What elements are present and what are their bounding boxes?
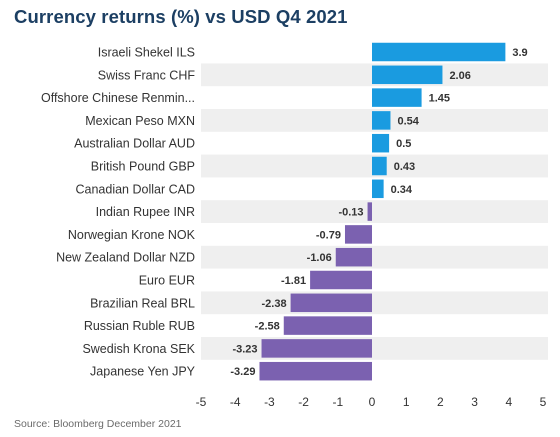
row-band bbox=[201, 291, 548, 315]
x-tick-label: 1 bbox=[403, 395, 410, 409]
bar bbox=[372, 156, 387, 176]
bar bbox=[372, 88, 422, 107]
x-tick-label: 0 bbox=[369, 395, 376, 409]
bar bbox=[290, 293, 372, 313]
data-label: -0.13 bbox=[338, 207, 363, 219]
category-label: Swedish Krona SEK bbox=[82, 342, 195, 356]
x-tick-label: -4 bbox=[230, 395, 241, 409]
row-band bbox=[201, 245, 548, 269]
x-tick-label: 3 bbox=[471, 395, 478, 409]
data-label: -1.06 bbox=[307, 252, 332, 264]
data-label: -1.81 bbox=[281, 275, 306, 287]
category-label: Brazilian Real BRL bbox=[90, 296, 195, 310]
bar bbox=[283, 316, 372, 335]
category-label: Offshore Chinese Renmin... bbox=[41, 91, 195, 105]
x-tick-label: -5 bbox=[196, 395, 207, 409]
category-label: Mexican Peso MXN bbox=[85, 114, 195, 128]
bar bbox=[367, 202, 372, 221]
row-band bbox=[201, 200, 548, 223]
data-label: -2.58 bbox=[255, 321, 280, 333]
bar bbox=[344, 225, 372, 244]
category-label: Russian Ruble RUB bbox=[84, 319, 195, 333]
data-label: 0.34 bbox=[391, 184, 413, 196]
bar bbox=[310, 270, 372, 290]
category-label: Israeli Shekel ILS bbox=[98, 46, 195, 60]
x-tick-label: -3 bbox=[264, 395, 275, 409]
data-label: 0.43 bbox=[394, 161, 415, 173]
x-tick-label: -1 bbox=[332, 395, 343, 409]
bar bbox=[372, 133, 390, 153]
category-label: Indian Rupee INR bbox=[96, 205, 195, 219]
data-label: 1.45 bbox=[429, 93, 450, 105]
x-tick-label: 4 bbox=[505, 395, 512, 409]
category-label: Swiss Franc CHF bbox=[98, 68, 196, 82]
category-label: Canadian Dollar CAD bbox=[75, 182, 195, 196]
bar bbox=[372, 111, 391, 130]
data-label: -2.38 bbox=[262, 298, 287, 310]
data-label: -3.23 bbox=[232, 343, 257, 355]
bar bbox=[261, 339, 372, 358]
bar bbox=[372, 179, 384, 199]
data-label: 0.5 bbox=[396, 138, 411, 150]
category-label: British Pound GBP bbox=[91, 160, 195, 174]
bar bbox=[372, 65, 443, 85]
x-tick-label: 5 bbox=[540, 395, 547, 409]
bar bbox=[372, 42, 506, 62]
data-label: -0.79 bbox=[316, 229, 341, 241]
category-label: Norwegian Krone NOK bbox=[68, 228, 196, 242]
bar bbox=[335, 247, 372, 267]
category-label: Australian Dollar AUD bbox=[74, 137, 195, 151]
x-tick-label: 2 bbox=[437, 395, 444, 409]
data-label: 0.54 bbox=[397, 115, 419, 127]
category-label: New Zealand Dollar NZD bbox=[56, 251, 195, 265]
data-label: 2.06 bbox=[449, 70, 470, 82]
bar bbox=[259, 361, 372, 381]
data-label: 3.9 bbox=[512, 47, 527, 59]
chart-title: Currency returns (%) vs USD Q4 2021 bbox=[14, 6, 348, 27]
data-label: -3.29 bbox=[230, 366, 255, 378]
category-label: Japanese Yen JPY bbox=[90, 365, 196, 379]
x-tick-label: -2 bbox=[298, 395, 309, 409]
category-label: Euro EUR bbox=[139, 274, 195, 288]
source-note: Source: Bloomberg December 2021 bbox=[14, 418, 182, 430]
